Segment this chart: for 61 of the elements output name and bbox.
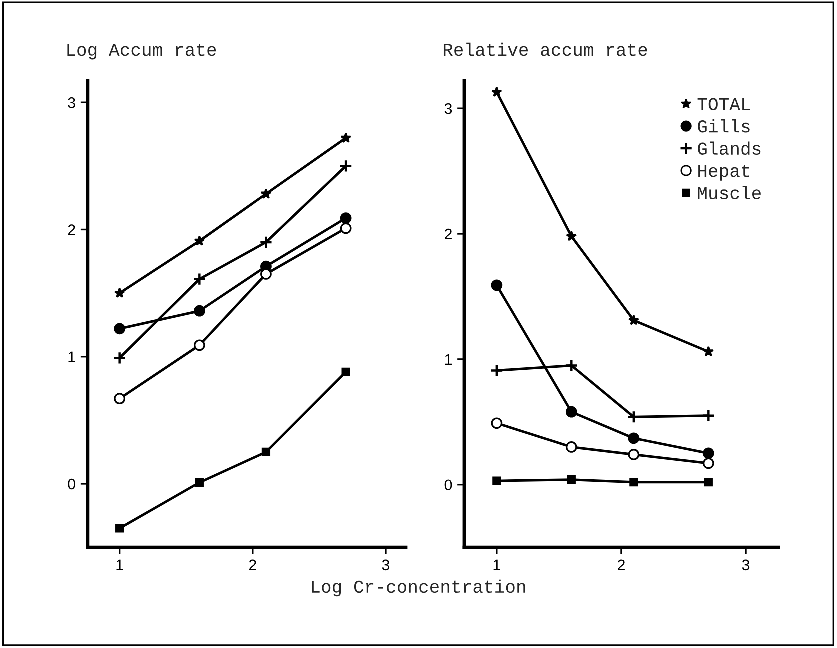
point [340, 222, 352, 234]
point [114, 288, 126, 298]
point [628, 449, 640, 460]
point [116, 524, 124, 533]
legend-label: Glands [698, 142, 761, 156]
y-tick-label: 1 [68, 352, 76, 362]
point [492, 476, 502, 486]
point [564, 359, 578, 372]
x-tick-label: 3 [742, 560, 750, 571]
point [628, 432, 640, 444]
point [704, 478, 713, 487]
chart-title: Log Accum rate [68, 44, 216, 60]
point [262, 448, 271, 457]
point [339, 160, 353, 173]
point [194, 340, 206, 352]
legend-label: Hepat [698, 165, 750, 181]
y-tick-label: 1 [445, 354, 452, 365]
x-axis-title: Log Cr-concentration [312, 580, 526, 597]
point [491, 280, 503, 292]
point [340, 212, 352, 224]
point [567, 476, 576, 484]
point [491, 418, 503, 430]
point [260, 268, 272, 280]
y-tick-label: 3 [444, 103, 452, 114]
y-tick-label: 2 [68, 224, 76, 236]
legend-label: TOTAL [698, 98, 750, 111]
point [113, 351, 126, 365]
x-tick-label: 1 [494, 560, 500, 570]
point [260, 236, 273, 250]
chart-title: Relative accum rate [444, 42, 648, 56]
point [630, 478, 638, 487]
point [702, 448, 714, 460]
point [194, 235, 206, 246]
y-tick-label: 0 [68, 478, 76, 490]
point [703, 346, 714, 357]
x-tick-label: 2 [249, 560, 256, 570]
point [628, 314, 640, 326]
y-tick-label: 0 [444, 480, 452, 491]
point [702, 409, 716, 423]
point [490, 364, 504, 378]
point [114, 323, 126, 335]
point [195, 478, 204, 488]
point [566, 406, 578, 418]
x-tick-label: 2 [618, 560, 625, 570]
point [566, 442, 578, 453]
x-tick-label: 1 [116, 560, 124, 570]
point [342, 368, 350, 376]
point [566, 230, 578, 242]
point [491, 86, 502, 98]
point [702, 458, 714, 470]
y-tick-label: 2 [445, 228, 452, 240]
y-tick-label: 3 [68, 97, 76, 108]
point [260, 188, 272, 199]
point [193, 272, 206, 286]
point [340, 132, 352, 143]
point [114, 393, 126, 405]
legend-label: Muscle [698, 186, 761, 200]
point [627, 410, 641, 424]
legend-label: Gills [698, 120, 750, 133]
x-tick-label: 3 [382, 560, 390, 571]
point [194, 305, 206, 317]
